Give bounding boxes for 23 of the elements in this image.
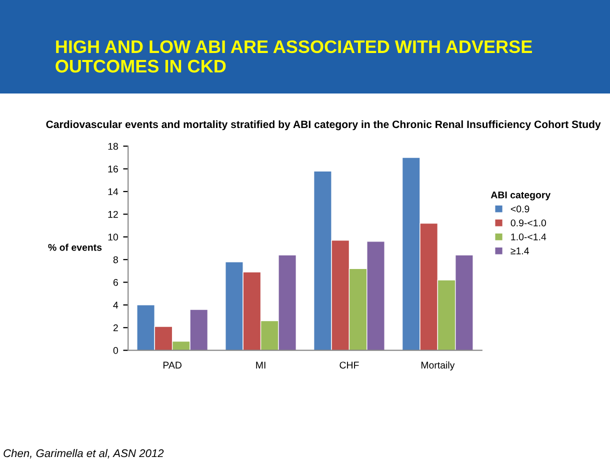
y-axis-title: % of events (48, 244, 102, 251)
legend-label: 1.0-<1.4 (511, 233, 546, 240)
y-tick-label: 18 (108, 142, 118, 150)
x-tick-label: PAD (163, 362, 182, 368)
y-tick-label: 0 (113, 347, 118, 354)
x-tick-label: Mortaily (421, 361, 455, 370)
legend-title: ABI category (490, 192, 551, 200)
y-tick-label: 12 (108, 210, 118, 218)
chart-title: HIGH AND LOW ABI ARE ASSOCIATED WITH ADVERSE OUTCOMES IN CKD (56, 40, 532, 73)
y-tick-label: 4 (113, 302, 118, 308)
x-tick-label: CHF (340, 362, 359, 369)
y-tick-label: 6 (113, 279, 118, 286)
legend-label: <0.9 (510, 206, 530, 212)
y-tick-label: 8 (113, 256, 118, 264)
chart-subtitle: Cardiovascular events and mortality stratified by ABI category in the Chronic Renal Insufficiency Cohort Study (46, 120, 601, 130)
y-tick-label: 2 (113, 324, 118, 332)
y-tick-label: 14 (108, 188, 118, 196)
x-tick-label: MI (256, 362, 266, 368)
text: Chen, Garimella et al, ASN 2012 (4, 449, 164, 458)
legend-label: 0.9-<1.0 (510, 219, 546, 226)
y-tick-label: 10 (108, 234, 118, 241)
y-tick-label: 16 (108, 166, 118, 172)
legend-label: ≥1.4 (510, 248, 530, 254)
